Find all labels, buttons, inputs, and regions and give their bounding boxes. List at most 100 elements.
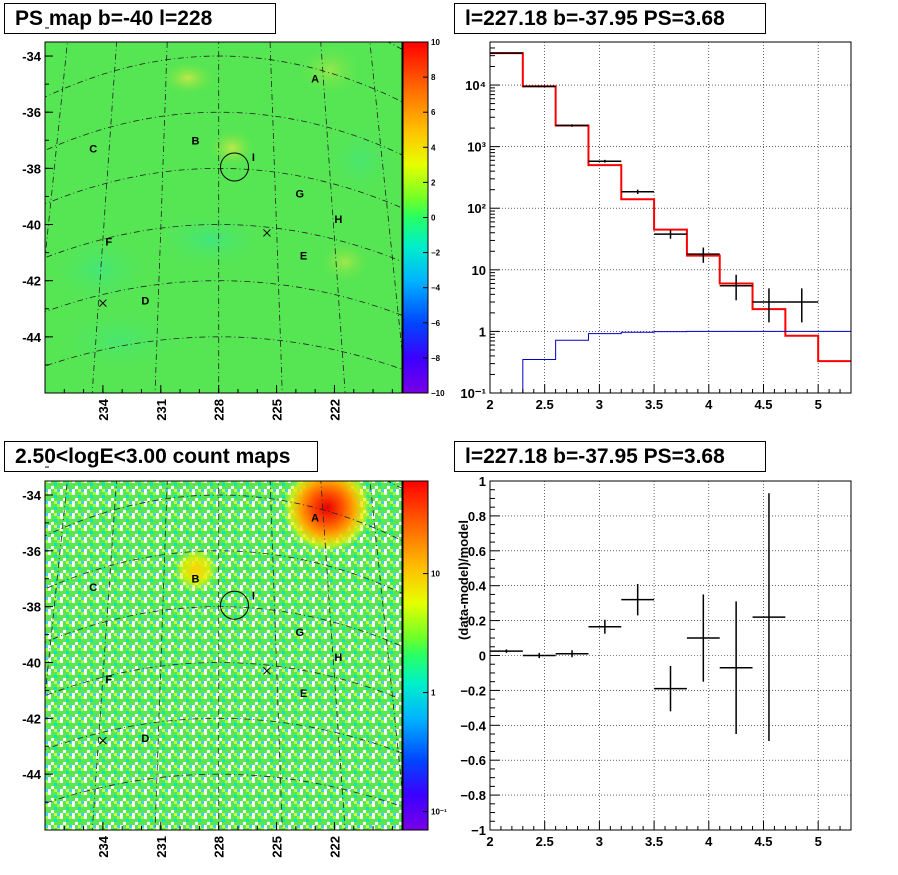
- grid-line-latitude: [45, 336, 402, 370]
- x-tick-label: 222: [327, 836, 342, 858]
- x-tick-label: 2.5: [536, 397, 554, 412]
- y-tick-label: -42: [22, 711, 41, 726]
- grid-line-longitude: [269, 42, 283, 393]
- y-tick-label: 1: [479, 474, 486, 489]
- spectrum-series: [490, 52, 851, 393]
- x-tick-label: 4.5: [754, 397, 772, 412]
- target-circle: [219, 152, 249, 182]
- grid-line-latitude: [45, 55, 402, 103]
- y-tick-label: −0.8: [460, 788, 486, 803]
- y-tick-label: −0.4: [460, 718, 486, 733]
- grid-line-longitude: [45, 42, 68, 262]
- colorbar-tick-label: 10⁻¹: [431, 808, 447, 817]
- residual-ylabel: (data-model)/model: [456, 520, 471, 640]
- colorbar-tick-label: 10: [431, 38, 440, 47]
- y-tick-label: 10: [472, 263, 486, 278]
- ps-map-blob: [300, 46, 360, 94]
- x-tick-label: 222: [327, 399, 342, 421]
- x-tick-label: 3.5: [645, 397, 663, 412]
- ps-map-colorbar-ticks: 10 8 6 4 2 0 −2 −4 −6 −8 −10: [423, 38, 445, 398]
- x-tick-label: 231: [154, 399, 169, 421]
- count-map-grid: [45, 481, 402, 830]
- count-map-colorbar-ticks: 10 1 10⁻¹: [423, 570, 447, 817]
- x-marker: [263, 229, 271, 237]
- x-tick-label: 3: [596, 397, 603, 412]
- ps-map-panel: A B C D E F G H I -34 -36 -38 -40 -42 -44 234 231 228 225…: [22, 27, 445, 421]
- ps-map-blob: [45, 230, 155, 310]
- count-map-source-b-blob: [174, 548, 218, 592]
- y-tick-label: -44: [22, 330, 42, 345]
- spectrum-panel: 2 2.5 3 3.5 4 4.5 5 10⁻¹ 1 10 10² 10³ 10⁴: [460, 41, 852, 412]
- count-map-markers: A B C D E F G H I: [89, 512, 342, 745]
- x-tick-label: 5: [815, 397, 822, 412]
- source-label-i: I: [252, 152, 255, 164]
- ps-map-frame: [44, 41, 403, 394]
- source-label-d: D: [141, 733, 149, 745]
- spectrum-grid: [490, 42, 851, 393]
- grid-line-latitude: [45, 494, 402, 542]
- x-tick-label: 2.5: [536, 834, 554, 849]
- ps-map-blob: [162, 62, 214, 94]
- grid-line-latitude: [45, 606, 402, 647]
- source-label-f: F: [105, 674, 112, 686]
- grid-line-latitude: [45, 662, 402, 700]
- grid-line-longitude: [369, 42, 402, 355]
- source-label-a: A: [311, 74, 319, 86]
- colorbar-tick-label: 10: [431, 570, 440, 579]
- grid-line-latitude: [45, 224, 402, 262]
- x-tick-label: 4.5: [754, 834, 772, 849]
- grid-line-longitude: [369, 481, 402, 793]
- source-label-c: C: [89, 582, 97, 594]
- count-map-panel: A B C D E F G H I -34 -36 -38 -40 -42 -44 234 231 228 225…: [22, 466, 447, 858]
- ps-map-grid: [45, 42, 402, 393]
- y-tick-label: -38: [22, 161, 41, 176]
- y-tick-label: 0.6: [468, 544, 486, 559]
- y-tick-label: 10²: [467, 201, 486, 216]
- colorbar-tick-label: 0: [431, 214, 436, 223]
- ps-map-blob: [50, 305, 190, 375]
- residual-title: l=227.18 b=-37.95 PS=3.68: [454, 441, 766, 472]
- source-label-i: I: [252, 590, 255, 602]
- source-label-h: H: [334, 214, 342, 226]
- x-tick-label: 4: [705, 834, 713, 849]
- count-map-frame: [44, 480, 403, 831]
- grid-line-longitude: [320, 42, 346, 393]
- x-tick-label: 231: [154, 836, 169, 858]
- source-label-b: B: [192, 135, 200, 147]
- colorbar-tick-label: −8: [431, 354, 441, 363]
- x-tick-label: 2: [486, 397, 493, 412]
- spectrum-background: [490, 42, 851, 393]
- source-label-f: F: [105, 236, 112, 248]
- colorbar-tick-label: −2: [431, 249, 441, 258]
- histogram-model: [490, 52, 851, 363]
- count-map-title: 2.50<logE<3.00 count maps: [4, 441, 318, 472]
- colorbar-tick-label: 2: [431, 178, 436, 187]
- grid-line-latitude: [197, 829, 240, 830]
- y-tick-label: -36: [22, 544, 41, 559]
- grid-line-longitude: [154, 42, 168, 393]
- spectrum-title: l=227.18 b=-37.95 PS=3.68: [454, 3, 766, 34]
- grid-line-latitude: [197, 392, 240, 393]
- residual-panel: 2 2.5 3 3.5 4 4.5 5 −1 −0.8 −0.6 −0.4 −0.2 0 0.2 0.4 0.…: [456, 474, 852, 849]
- x-tick-label: 3.5: [645, 834, 663, 849]
- residual-series: [490, 493, 786, 742]
- grid-line-longitude: [45, 481, 68, 700]
- x-marker: [263, 667, 271, 675]
- ps-map-axes: -34 -36 -38 -40 -42 -44 234 231 228 225 222: [22, 27, 393, 421]
- grid-line-latitude: [45, 717, 402, 754]
- ps-map-blob: [210, 130, 254, 166]
- colorbar-tick-label: 1: [431, 689, 436, 698]
- source-label-e: E: [300, 688, 307, 700]
- colorbar-tick-label: −4: [431, 284, 441, 293]
- y-tick-label: −0.6: [460, 753, 486, 768]
- count-map-colorbar: [402, 480, 429, 831]
- x-marker: [99, 736, 107, 745]
- grid-line-latitude: [45, 111, 402, 156]
- count-map-axes: -34 -36 -38 -40 -42 -44 234 231 228 225 222: [22, 466, 393, 858]
- colorbar-tick-label: −6: [431, 319, 441, 328]
- ps-map-heatmap: [45, 42, 402, 393]
- x-tick-label: 4: [705, 397, 713, 412]
- colorbar-tick-label: −10: [431, 389, 445, 398]
- y-tick-label: 0.4: [468, 579, 487, 594]
- x-tick-label: 228: [212, 836, 227, 858]
